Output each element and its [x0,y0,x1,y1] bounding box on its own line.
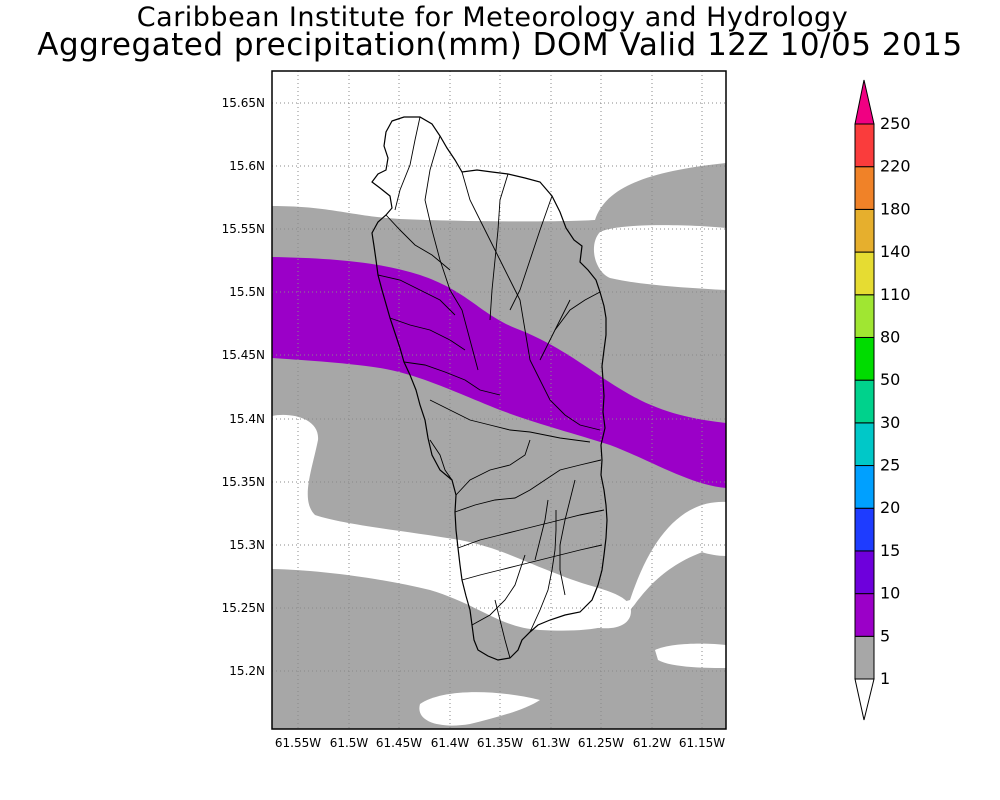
colorbar-label: 250 [880,114,911,133]
longitude-labels: 61.55W 61.5W 61.45W 61.4W 61.35W 61.3W 6… [275,736,725,750]
colorbar-label: 220 [880,157,911,176]
colorbar-segment [854,465,875,509]
colorbar-label: 20 [880,498,900,517]
lat-label: 15.25N [222,601,265,615]
colorbar-segment [854,550,875,595]
precip-area-5-10mm [272,257,726,488]
no-precip-area-east [593,225,726,290]
colorbar-segment [854,336,875,381]
colorbar-label: 10 [880,584,900,603]
lon-label: 61.15W [679,736,725,750]
colorbar-segment [854,507,875,552]
lat-label: 15.65N [222,96,265,110]
colorbar-label: 15 [880,541,900,560]
lon-label: 61.35W [477,736,523,750]
colorbar-label: 25 [880,456,900,475]
no-precip-area-south-east-2 [655,643,726,668]
colorbar-segment [854,593,875,637]
lat-label: 15.5N [229,285,265,299]
lat-label: 15.55N [222,222,265,236]
colorbar-label: 110 [880,285,911,304]
lon-label: 61.5W [330,736,369,750]
colorbar-label: 5 [880,626,890,645]
colorbar-label: 140 [880,242,911,261]
lat-label: 15.6N [229,159,265,173]
lat-label: 15.4N [229,412,265,426]
colorbar-label: 30 [880,413,900,432]
colorbar-segment [854,208,875,253]
colorbar-min-arrow [854,678,875,721]
colorbar-segment [854,379,875,424]
chart-title: Caribbean Institute for Meteorology and … [136,2,849,33]
lon-label: 61.3W [532,736,571,750]
colorbar-label: 1 [880,669,890,688]
precip-area-1-5mm-south [272,545,726,729]
plot-frame [271,70,727,730]
colorbar-segment [854,635,875,680]
colorbar-segment [854,422,875,467]
colorbar-label: 80 [880,327,900,346]
colorbar-segment [854,166,875,210]
latitude-labels: 15.65N 15.6N 15.55N 15.5N 15.45N 15.4N 1… [222,96,265,678]
lat-label: 15.2N [229,664,265,678]
lon-label: 61.4W [431,736,470,750]
lon-label: 61.2W [633,736,672,750]
colorbar-label: 180 [880,199,911,218]
lat-label: 15.45N [222,348,265,362]
lon-label: 61.45W [376,736,422,750]
chart-subtitle: Aggregated precipitation(mm) DOM Valid 1… [37,27,963,63]
colorbar-label: 50 [880,370,900,389]
no-precip-area-southwest [272,414,631,629]
no-precip-area-bottom [419,692,540,726]
colorbar-segment [854,123,875,168]
watershed-boundaries [377,116,605,659]
lat-label: 15.3N [229,538,265,552]
colorbar-segment [854,251,875,296]
colorbar-max-arrow [854,79,875,125]
map-plot-area [272,71,726,729]
lon-label: 61.55W [275,736,321,750]
colorbar-segment [854,294,875,338]
lat-label: 15.35N [222,475,265,489]
lon-label: 61.25W [578,736,624,750]
